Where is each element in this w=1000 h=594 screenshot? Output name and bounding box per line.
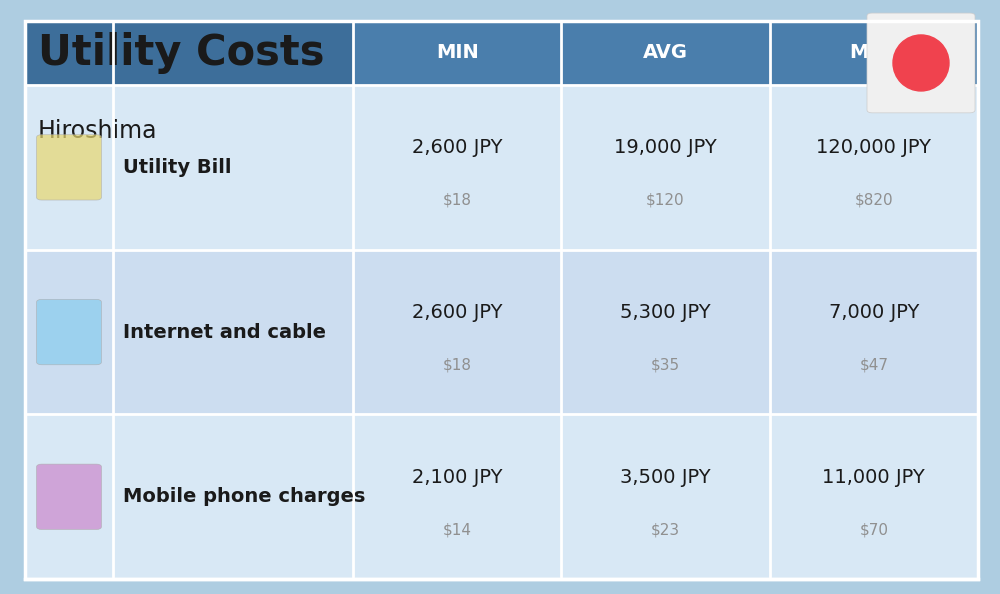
Text: $120: $120 xyxy=(646,193,685,208)
Text: $23: $23 xyxy=(651,522,680,537)
Text: 7,000 JPY: 7,000 JPY xyxy=(829,303,919,322)
Text: $70: $70 xyxy=(859,522,888,537)
Text: Internet and cable: Internet and cable xyxy=(123,323,326,342)
Text: Utility Bill: Utility Bill xyxy=(123,158,232,177)
Text: MIN: MIN xyxy=(436,43,479,62)
Text: 120,000 JPY: 120,000 JPY xyxy=(816,138,931,157)
Text: 5,300 JPY: 5,300 JPY xyxy=(620,303,711,322)
Text: $18: $18 xyxy=(443,358,472,372)
Text: $18: $18 xyxy=(443,193,472,208)
FancyBboxPatch shape xyxy=(25,21,353,85)
Text: 2,600 JPY: 2,600 JPY xyxy=(412,138,502,157)
Text: Mobile phone charges: Mobile phone charges xyxy=(123,487,365,506)
FancyBboxPatch shape xyxy=(353,21,978,85)
FancyBboxPatch shape xyxy=(37,135,102,200)
Text: $820: $820 xyxy=(855,193,893,208)
Text: Hiroshima: Hiroshima xyxy=(38,119,158,143)
Text: AVG: AVG xyxy=(643,43,688,62)
Text: MAX: MAX xyxy=(849,43,899,62)
FancyBboxPatch shape xyxy=(37,464,102,529)
Text: 2,600 JPY: 2,600 JPY xyxy=(412,303,502,322)
FancyBboxPatch shape xyxy=(25,85,978,249)
Text: Utility Costs: Utility Costs xyxy=(38,33,324,74)
FancyBboxPatch shape xyxy=(25,415,978,579)
Ellipse shape xyxy=(893,35,949,91)
Text: 11,000 JPY: 11,000 JPY xyxy=(822,467,925,486)
FancyBboxPatch shape xyxy=(37,299,102,365)
Text: 19,000 JPY: 19,000 JPY xyxy=(614,138,717,157)
Text: $14: $14 xyxy=(443,522,472,537)
Text: 2,100 JPY: 2,100 JPY xyxy=(412,467,502,486)
Text: 3,500 JPY: 3,500 JPY xyxy=(620,467,711,486)
FancyBboxPatch shape xyxy=(867,13,975,113)
FancyBboxPatch shape xyxy=(25,249,978,415)
Text: $47: $47 xyxy=(859,358,888,372)
Text: $35: $35 xyxy=(651,358,680,372)
